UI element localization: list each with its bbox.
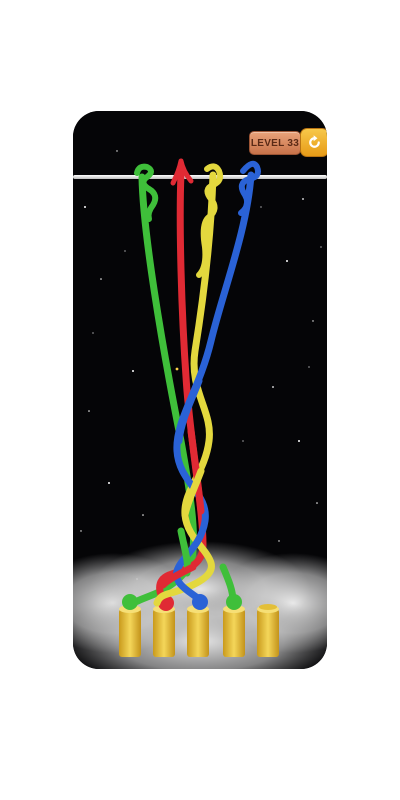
peg-3[interactable] <box>187 605 209 657</box>
level-badge: LEVEL 33 <box>249 131 301 155</box>
rope-blue[interactable] <box>173 160 261 610</box>
peg-1[interactable] <box>119 605 141 657</box>
level-label: LEVEL 33 <box>250 137 300 149</box>
peg-row <box>119 604 279 657</box>
peg-2[interactable] <box>153 605 175 657</box>
braid-overlaps <box>159 377 205 589</box>
rope-green-end-ball <box>226 594 242 610</box>
game-screen: LEVEL 33 <box>73 111 327 669</box>
game-stage <box>73 111 327 669</box>
peg-4[interactable] <box>223 605 245 657</box>
peg-5[interactable] <box>257 604 279 657</box>
hanging-bar <box>73 175 327 179</box>
restart-button[interactable] <box>300 128 327 157</box>
restart-icon <box>309 135 320 148</box>
stars <box>80 150 322 580</box>
rope-green[interactable] <box>122 163 197 610</box>
